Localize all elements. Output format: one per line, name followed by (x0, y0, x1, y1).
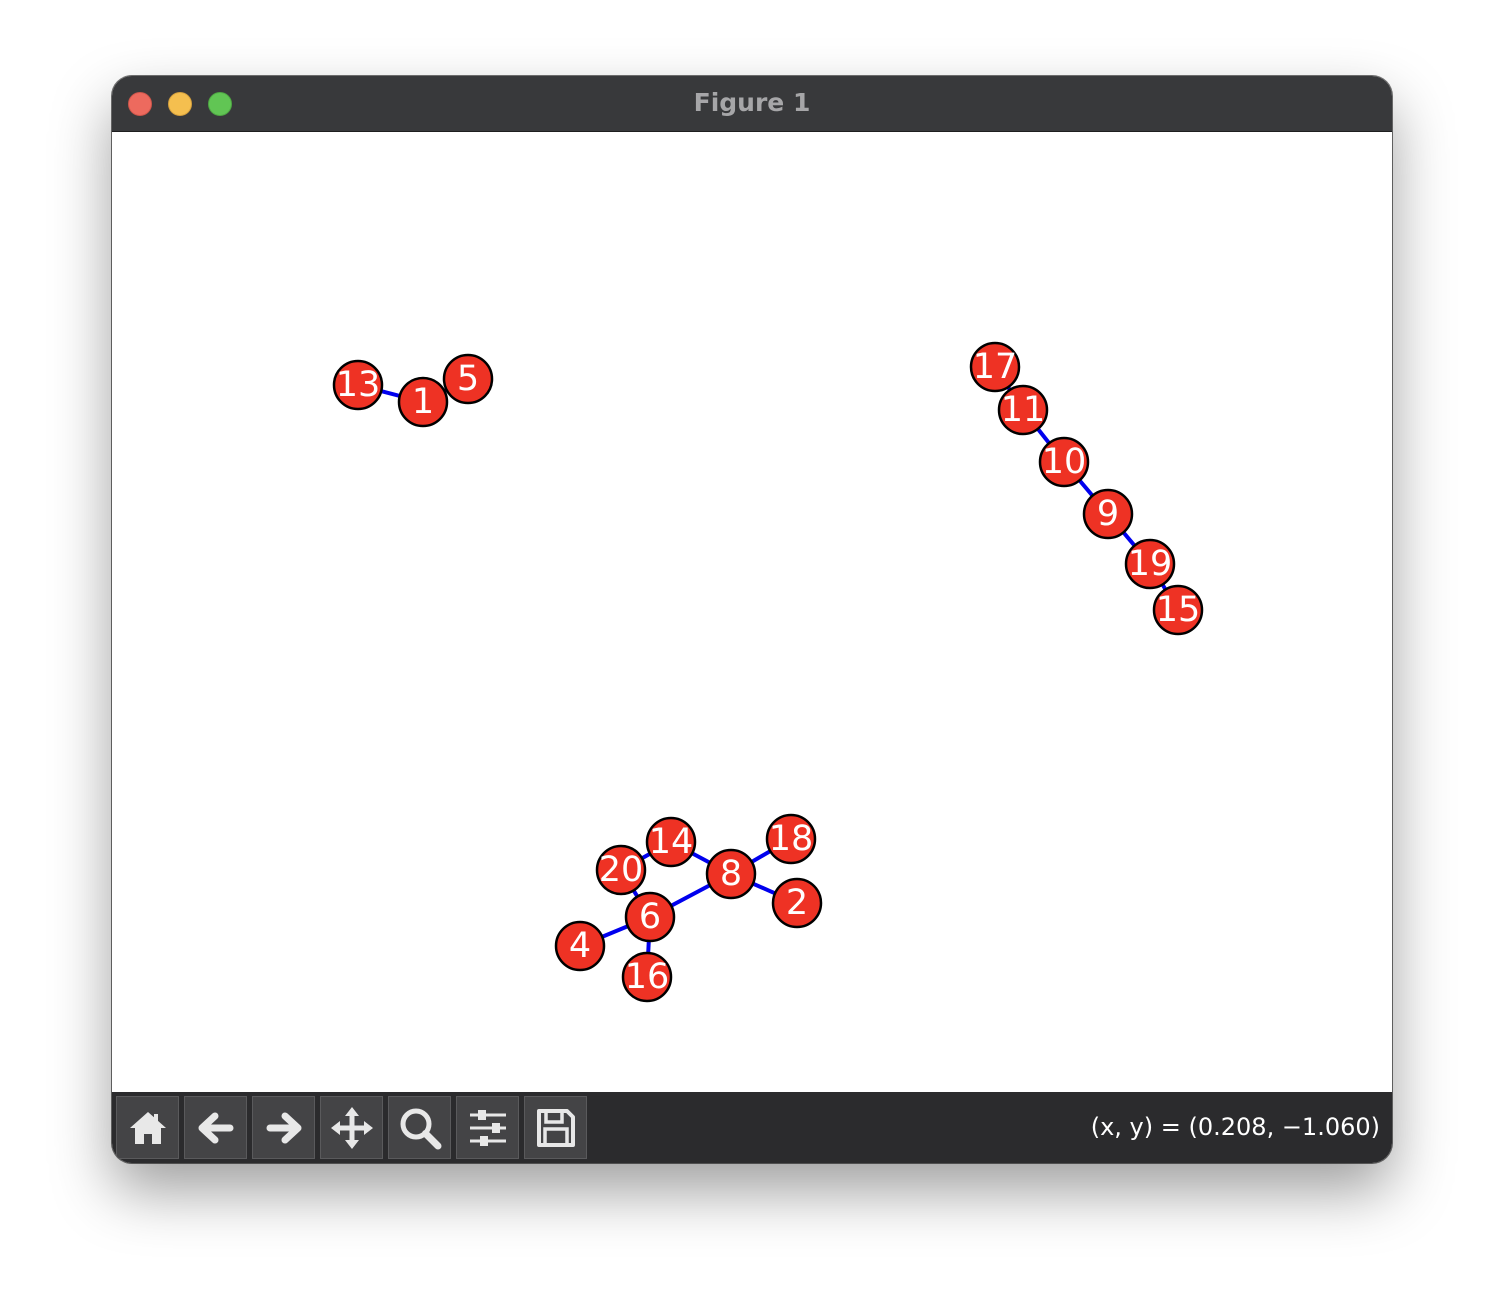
node-label: 13 (336, 365, 381, 405)
node-label: 15 (1156, 590, 1201, 630)
node-circle (332, 359, 384, 411)
graph-node-11: 11 (997, 384, 1049, 436)
node-circle (595, 844, 647, 896)
graph-node-5: 5 (442, 353, 494, 405)
close-window-button[interactable] (128, 92, 152, 116)
node-label: 20 (599, 850, 644, 890)
graph-node-15: 15 (1152, 584, 1204, 636)
node-label: 4 (569, 926, 591, 966)
graph-node-19: 19 (1124, 538, 1176, 590)
node-circle (397, 376, 449, 428)
save-button[interactable] (524, 1096, 587, 1159)
title-bar: Figure 1 (112, 76, 1392, 132)
figure-window: Figure 1 13 1 5 17 11 10 9 19 15 14 18 20 8 2 6 4 16 (112, 76, 1392, 1163)
move-icon (330, 1106, 373, 1149)
window-title: Figure 1 (693, 88, 811, 117)
node-label: 17 (973, 347, 1018, 387)
node-circle (621, 951, 673, 1003)
node-circle (1082, 488, 1134, 540)
sliders-icon (469, 1109, 506, 1146)
pan-button[interactable] (320, 1096, 383, 1159)
graph-node-13: 13 (332, 359, 384, 411)
forward-button[interactable] (252, 1096, 315, 1159)
plot-canvas[interactable]: 13 1 5 17 11 10 9 19 15 14 18 20 8 2 6 4 16 (112, 132, 1392, 1092)
zoom-button[interactable] (388, 1096, 451, 1159)
graph-node-1: 1 (397, 376, 449, 428)
home-icon (129, 1111, 166, 1144)
node-label: 6 (639, 897, 661, 937)
node-circle (969, 341, 1021, 393)
graph-node-6: 6 (624, 891, 676, 943)
node-circle (1038, 436, 1090, 488)
graph-node-10: 10 (1038, 436, 1090, 488)
arrow-left-icon (198, 1112, 233, 1143)
node-circle (705, 848, 757, 900)
magnifier-icon (400, 1108, 441, 1149)
back-button[interactable] (184, 1096, 247, 1159)
node-circle (624, 891, 676, 943)
node-label: 5 (457, 359, 479, 399)
graph-node-16: 16 (621, 951, 673, 1003)
home-button[interactable] (116, 1096, 179, 1159)
node-label: 10 (1042, 442, 1087, 482)
graph-node-2: 2 (771, 877, 823, 929)
graph-node-9: 9 (1082, 488, 1134, 540)
navigation-toolbar: (x, y) = (0.208, −1.060) (112, 1092, 1392, 1163)
node-circle (765, 813, 817, 865)
arrow-right-icon (266, 1112, 301, 1143)
graph-node-20: 20 (595, 844, 647, 896)
graph-node-8: 8 (705, 848, 757, 900)
node-label: 9 (1097, 494, 1119, 534)
cursor-coordinates: (x, y) = (0.208, −1.060) (1090, 1113, 1380, 1141)
configure-subplots-button[interactable] (456, 1096, 519, 1159)
node-label: 11 (1001, 390, 1046, 430)
node-label: 1 (412, 382, 434, 422)
node-circle (1152, 584, 1204, 636)
node-label: 14 (649, 822, 694, 862)
node-label: 18 (769, 819, 814, 859)
node-circle (771, 877, 823, 929)
node-label: 2 (786, 883, 808, 923)
graph-node-18: 18 (765, 813, 817, 865)
graph-node-4: 4 (554, 920, 606, 972)
node-label: 16 (625, 957, 670, 997)
graph-node-17: 17 (969, 341, 1021, 393)
graph-node-14: 14 (645, 816, 697, 868)
floppy-disk-icon (536, 1108, 575, 1147)
minimize-window-button[interactable] (168, 92, 192, 116)
node-circle (1124, 538, 1176, 590)
node-label: 8 (720, 854, 742, 894)
node-circle (554, 920, 606, 972)
maximize-window-button[interactable] (208, 92, 232, 116)
node-label: 19 (1128, 544, 1173, 584)
node-circle (442, 353, 494, 405)
node-circle (997, 384, 1049, 436)
node-circle (645, 816, 697, 868)
